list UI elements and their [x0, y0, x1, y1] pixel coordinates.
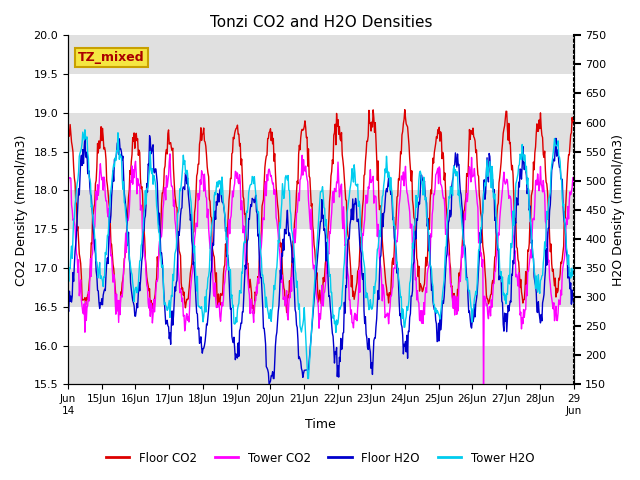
Bar [68, 268, 573, 307]
Bar [68, 191, 573, 229]
Legend: Floor CO2, Tower CO2, Floor H2O, Tower H2O: Floor CO2, Tower CO2, Floor H2O, Tower H… [101, 447, 539, 469]
Title: Tonzi CO2 and H2O Densities: Tonzi CO2 and H2O Densities [209, 15, 432, 30]
Y-axis label: H2O Density (mmol/m3): H2O Density (mmol/m3) [612, 134, 625, 286]
Bar [68, 113, 573, 152]
Y-axis label: CO2 Density (mmol/m3): CO2 Density (mmol/m3) [15, 134, 28, 286]
X-axis label: Time: Time [305, 419, 336, 432]
Bar [68, 36, 573, 74]
Bar [68, 346, 573, 384]
Text: TZ_mixed: TZ_mixed [78, 51, 145, 64]
